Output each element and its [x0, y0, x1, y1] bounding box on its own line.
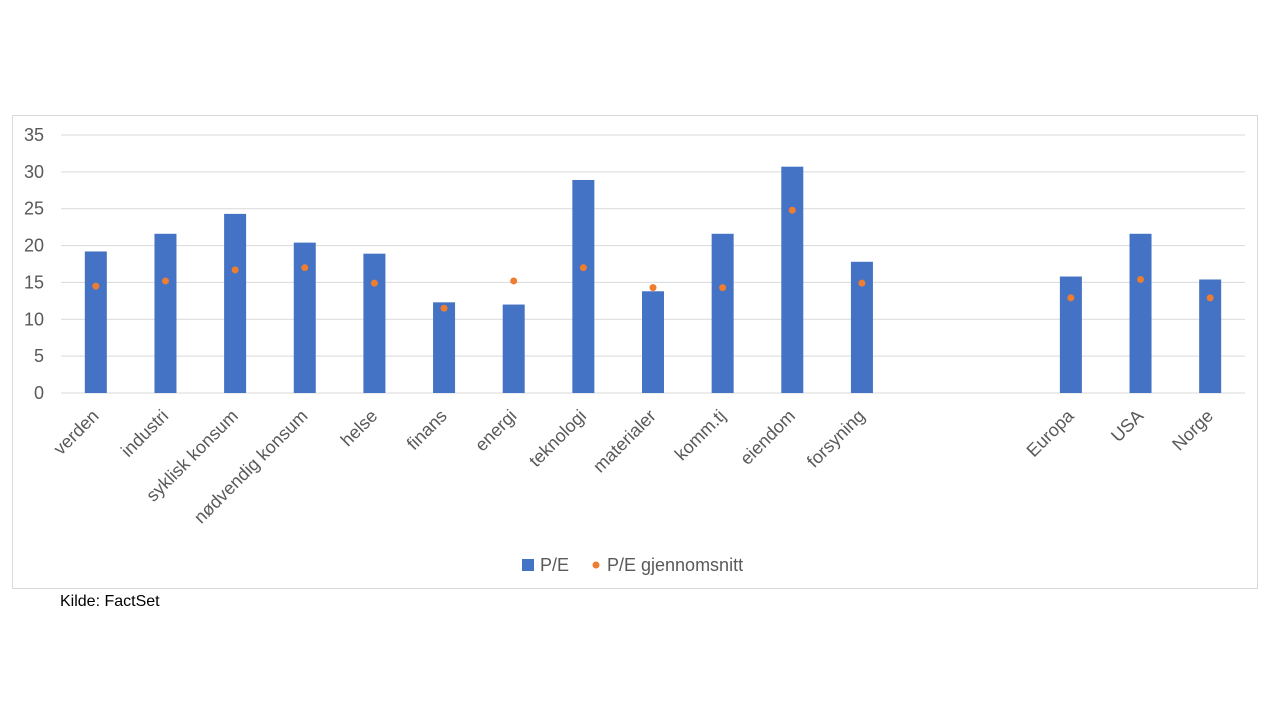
x-tick-label: eiendom	[736, 406, 799, 469]
x-tick-label: materialer	[589, 406, 660, 477]
dot-pe-average	[1137, 275, 1145, 283]
dot-pe-average	[510, 277, 518, 285]
dot-pe-average	[719, 284, 727, 292]
bar-pe	[84, 251, 107, 393]
dot-pe-average	[92, 282, 100, 290]
x-tick-label: finans	[403, 406, 451, 454]
x-tick-label: forsyning	[803, 406, 869, 472]
bar-series	[84, 166, 1222, 393]
bar-pe	[850, 261, 873, 393]
y-tick-label: 10	[24, 309, 44, 329]
dot-pe-average	[370, 279, 378, 287]
x-tick-label: Europa	[1023, 405, 1079, 461]
bar-pe	[642, 291, 664, 393]
bar-pe	[1059, 276, 1082, 393]
legend-swatch-pe	[522, 559, 534, 571]
bar-pe	[502, 304, 525, 393]
legend: P/E P/E gjennomsnitt	[522, 555, 743, 575]
x-tick-label: helse	[337, 406, 382, 451]
legend-swatch-pe-average	[592, 561, 600, 569]
x-tick-label: industri	[117, 406, 172, 461]
x-tick-label: energi	[471, 406, 521, 456]
x-tick-label: teknologi	[525, 406, 590, 471]
x-tick-label: komm.tj	[671, 406, 730, 465]
source-note: Kilde: FactSet	[60, 593, 160, 610]
bar-pe	[572, 179, 595, 393]
dot-pe-average	[1067, 294, 1075, 302]
chart-frame: 0 5 10 15 20 25 30 35 verden industri syklisk kon…	[12, 115, 1258, 589]
y-tick-label: 0	[34, 383, 44, 403]
bar-pe	[154, 233, 177, 393]
y-tick-label: 5	[34, 346, 44, 366]
dot-pe-average	[788, 206, 796, 214]
y-tick-label: 30	[24, 162, 44, 182]
bar-pe	[293, 242, 316, 393]
bar-pe	[711, 233, 734, 393]
y-tick-label: 20	[24, 236, 44, 256]
dot-pe-average	[858, 279, 866, 287]
bar-pe	[1129, 233, 1152, 393]
legend-label-pe: P/E	[540, 555, 569, 575]
bar-pe	[1199, 279, 1222, 393]
y-tick-label: 25	[24, 199, 44, 219]
legend-label-pe-average: P/E gjennomsnitt	[607, 555, 743, 575]
dot-pe-average	[161, 277, 169, 285]
bar-pe	[781, 166, 804, 393]
dot-pe-average	[440, 304, 448, 312]
x-tick-label: nødvendig konsum	[190, 406, 312, 528]
x-tick-label: USA	[1107, 406, 1147, 446]
dot-pe-average	[301, 264, 309, 272]
bar-pe	[433, 302, 456, 393]
y-tick-label: 15	[24, 272, 44, 292]
bar-pe	[363, 253, 386, 393]
dot-series	[92, 206, 1214, 312]
dot-pe-average	[1206, 294, 1214, 302]
x-tick-label: Norge	[1168, 406, 1217, 455]
bar-pe	[224, 213, 247, 393]
y-axis-ticks: 0 5 10 15 20 25 30 35	[24, 125, 44, 403]
x-tick-label: verden	[50, 406, 103, 459]
dot-pe-average	[231, 266, 239, 274]
dot-pe-average	[649, 284, 657, 292]
dot-pe-average	[579, 264, 587, 272]
y-tick-label: 35	[24, 125, 44, 145]
